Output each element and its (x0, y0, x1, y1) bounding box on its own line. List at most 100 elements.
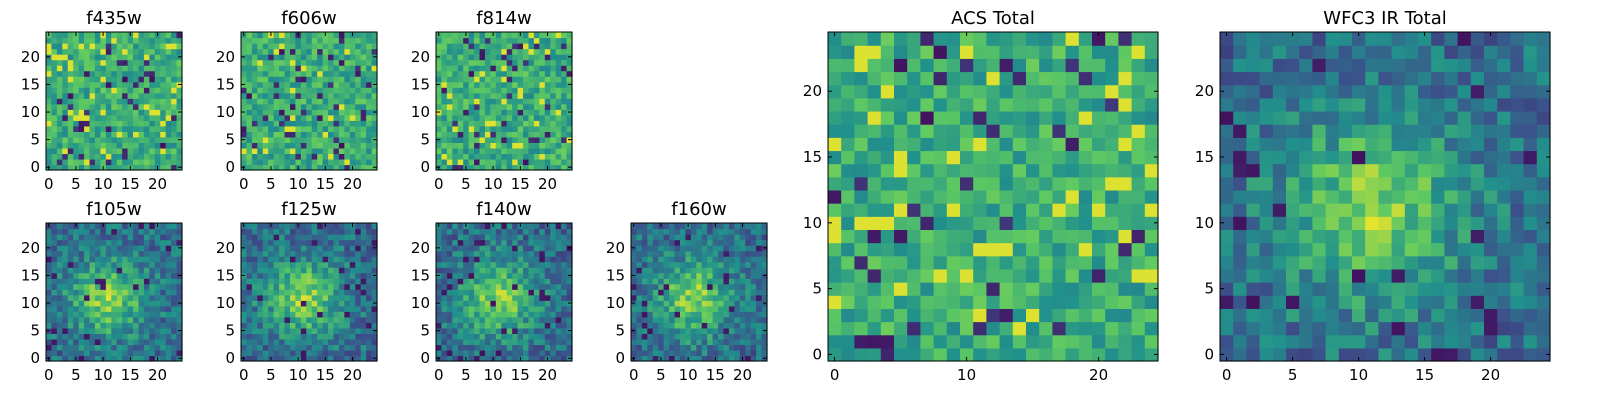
heatmap-cell (986, 308, 1001, 323)
heatmap-cell (257, 333, 264, 340)
heatmap-cell (452, 344, 459, 351)
heatmap-cell (641, 289, 648, 296)
heatmap-cell (279, 322, 286, 329)
heatmap-cell (533, 256, 540, 263)
heatmap-cell (446, 114, 453, 121)
heatmap-cell (674, 245, 681, 252)
heatmap-cell (105, 114, 112, 121)
heatmap-cell (94, 114, 101, 121)
heatmap-cell (56, 316, 63, 323)
heatmap-cell (289, 305, 296, 312)
heatmap-cell (300, 32, 307, 39)
heatmap-cell (506, 142, 513, 149)
heatmap-cell (328, 142, 335, 149)
heatmap-cell (317, 311, 324, 318)
heatmap-cell (360, 158, 367, 166)
heatmap-cell (67, 289, 74, 296)
x-tick-label: 20 (733, 366, 752, 384)
heatmap-cell (533, 355, 540, 362)
heatmap-cell (495, 98, 502, 105)
heatmap-cell (1118, 229, 1133, 244)
heatmap-cell (544, 256, 551, 263)
heatmap-cell (1092, 242, 1106, 257)
heatmap-cell (268, 158, 275, 166)
heatmap-cell (94, 283, 101, 290)
heatmap-cell (56, 245, 63, 252)
heatmap-cell (636, 316, 643, 323)
heatmap-cell (100, 92, 107, 99)
heatmap-cell (360, 136, 367, 143)
heatmap-cell (143, 164, 150, 171)
heatmap-cell (116, 136, 123, 143)
heatmap-cell (523, 333, 530, 340)
heatmap-cell (122, 305, 129, 312)
x-tick-label: 0 (44, 175, 54, 193)
heatmap-cell (474, 327, 481, 334)
heatmap-cell (51, 349, 58, 357)
heatmap-cell (306, 37, 313, 44)
heatmap-cell (436, 316, 443, 323)
heatmap-cell (566, 59, 573, 66)
heatmap-cell (300, 338, 307, 346)
heatmap-cell (452, 43, 459, 50)
heatmap-cell (138, 322, 145, 329)
heatmap-cell (986, 334, 1001, 349)
heatmap-cell (154, 261, 161, 268)
heatmap-cell (295, 278, 302, 285)
heatmap-cell (344, 289, 351, 296)
heatmap-cell (306, 300, 313, 307)
heatmap-cell (479, 228, 486, 235)
heatmap-cell (311, 109, 318, 116)
heatmap-cell (246, 158, 253, 166)
heatmap-cell (306, 164, 313, 171)
heatmap-cell (279, 311, 286, 318)
heatmap-cell (138, 142, 145, 149)
heatmap-cell (344, 37, 351, 44)
heatmap-cell (322, 239, 329, 246)
heatmap-cell (279, 87, 286, 94)
heatmap-cell (165, 223, 172, 230)
heatmap-cell (344, 272, 351, 279)
heatmap-cell (920, 308, 935, 323)
heatmap-cell (495, 54, 502, 61)
heatmap-cell (468, 278, 475, 285)
heatmap-cell (344, 136, 351, 143)
heatmap-cell (479, 103, 486, 110)
heatmap-cell (636, 311, 643, 318)
heatmap-cell (561, 239, 568, 246)
heatmap-cell (105, 81, 112, 88)
heatmap-cell (696, 333, 703, 340)
heatmap-cell (973, 163, 987, 178)
heatmap-cell (46, 125, 53, 132)
heatmap-cell (165, 43, 172, 50)
heatmap-cell (84, 305, 91, 312)
heatmap-cell (89, 305, 96, 312)
heatmap-cell (436, 43, 443, 50)
heatmap-cell (647, 349, 654, 357)
heatmap-cell (62, 125, 69, 132)
heatmap-cell (523, 261, 530, 268)
heatmap-cell (973, 216, 987, 230)
heatmap-cell (523, 305, 530, 312)
heatmap-cell (328, 65, 335, 72)
heatmap-cell (344, 283, 351, 290)
heatmap-cell (51, 278, 58, 285)
heatmap-cell (745, 267, 752, 274)
heatmap-cell (138, 147, 145, 155)
heatmap-cell (273, 256, 280, 263)
heatmap-cell (544, 70, 551, 77)
heatmap-cell (490, 120, 497, 127)
heatmap-cell (176, 344, 183, 351)
heatmap-cell (436, 120, 443, 127)
heatmap-cell (484, 87, 491, 94)
heatmap-cell (56, 70, 63, 77)
heatmap-cell (555, 59, 562, 66)
heatmap-cell (67, 59, 74, 66)
heatmap-cell (116, 103, 123, 110)
heatmap-cell (111, 223, 118, 230)
heatmap-cell (446, 37, 453, 44)
heatmap-cell (111, 54, 118, 61)
heatmap-cell (539, 158, 546, 166)
heatmap-cell (46, 43, 53, 50)
